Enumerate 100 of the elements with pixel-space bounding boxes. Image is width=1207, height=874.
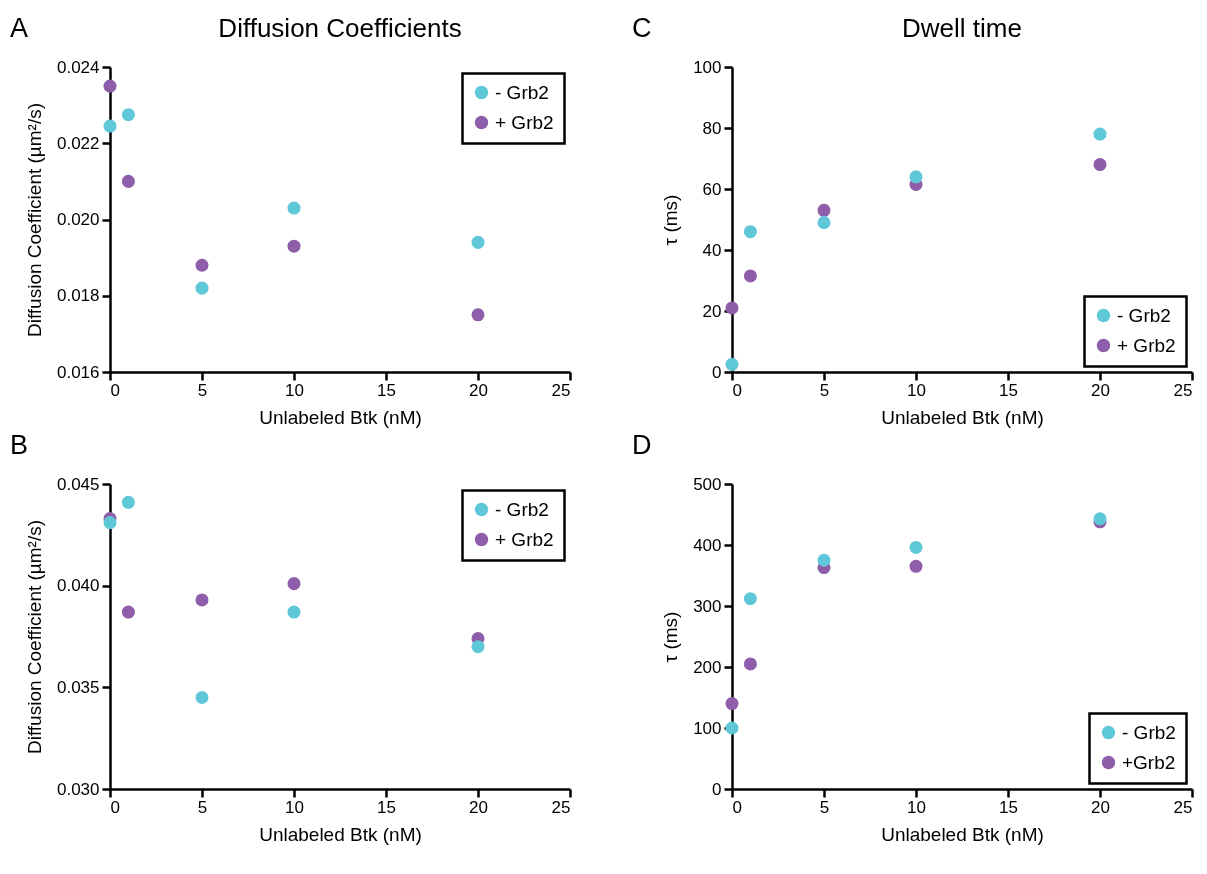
point <box>1093 127 1107 141</box>
x-tick-label: 15 <box>377 380 396 400</box>
y-tick-label: 0.020 <box>56 210 100 229</box>
point <box>287 577 301 591</box>
legend-label: - Grb2 <box>495 498 549 520</box>
legend-label: + Grb2 <box>1117 334 1176 356</box>
x-axis-title: Unlabeled Btk (nM) <box>259 406 422 428</box>
y-axis-title: τ (ms) <box>660 194 682 246</box>
y-tick-label: 0.035 <box>56 677 100 697</box>
x-tick-label: 10 <box>285 380 304 400</box>
point <box>725 697 739 711</box>
x-tick-label: 25 <box>1173 797 1193 817</box>
x-tick-label: 5 <box>197 797 208 817</box>
point <box>121 174 135 188</box>
point <box>743 657 757 671</box>
x-tick-label: 20 <box>1091 380 1110 400</box>
point <box>103 79 117 93</box>
legend-label: +Grb2 <box>1122 751 1176 773</box>
x-tick-label: 0 <box>110 797 120 817</box>
point <box>743 269 757 283</box>
x-tick-label: 25 <box>1173 380 1193 400</box>
x-tick-label: 0 <box>110 380 120 400</box>
y-tick-label: 100 <box>693 718 722 738</box>
y-tick-label: 40 <box>702 240 722 260</box>
legend-label: + Grb2 <box>495 111 554 133</box>
point <box>725 721 739 735</box>
text: B <box>10 430 29 460</box>
y-tick-label: 400 <box>693 535 722 555</box>
x-tick-label: 5 <box>197 380 208 400</box>
point <box>471 308 485 322</box>
point <box>743 225 757 239</box>
point <box>195 258 209 272</box>
text: D <box>632 430 652 460</box>
point <box>121 605 135 619</box>
x-tick-label: 15 <box>999 797 1018 817</box>
point <box>817 553 831 567</box>
y-tick-label: 200 <box>693 657 722 677</box>
point <box>103 516 117 530</box>
point <box>471 640 485 654</box>
y-tick-label: 300 <box>693 596 722 616</box>
point <box>287 201 301 215</box>
point <box>817 203 831 217</box>
y-tick-label: 20 <box>702 301 722 321</box>
x-axis-title: Unlabeled Btk (nM) <box>881 823 1044 845</box>
x-tick-label: 5 <box>819 380 830 400</box>
point <box>103 119 117 133</box>
y-tick-label: 0.022 <box>56 133 100 153</box>
y-axis-title: Diffusion Coefficient (µm²/s) <box>23 519 45 755</box>
y-axis-title: τ (ms) <box>660 611 682 663</box>
y-tick-label: 0.018 <box>56 286 100 306</box>
x-tick-label: 15 <box>999 380 1018 400</box>
x-tick-label: 5 <box>819 797 830 817</box>
legend-label: - Grb2 <box>1117 304 1171 326</box>
legend-label: - Grb2 <box>1122 721 1176 743</box>
y-tick-label: 0.045 <box>56 474 100 494</box>
x-tick-label: 10 <box>907 380 926 400</box>
x-tick-label: 15 <box>377 797 396 817</box>
point <box>195 593 209 607</box>
text: C <box>632 13 652 43</box>
x-tick-label: 10 <box>285 797 304 817</box>
point <box>195 281 209 295</box>
y-tick-label: 0.040 <box>56 576 100 596</box>
point <box>471 235 485 249</box>
y-tick-label: 500 <box>693 474 722 494</box>
y-tick-label: 0.024 <box>56 57 100 77</box>
point <box>121 495 135 509</box>
x-tick-label: 25 <box>551 380 571 400</box>
point <box>195 690 209 705</box>
point <box>1093 158 1107 172</box>
legend-label: + Grb2 <box>495 528 554 550</box>
y-tick-label: 60 <box>702 179 722 199</box>
x-tick-label: 20 <box>469 797 488 817</box>
point <box>121 108 135 122</box>
point <box>817 216 831 230</box>
x-tick-label: 0 <box>732 380 742 400</box>
point <box>287 239 301 253</box>
point <box>909 170 923 184</box>
y-tick-label: 0.030 <box>56 779 100 799</box>
text: A <box>10 13 29 43</box>
chart-title: Dwell time <box>902 13 1022 43</box>
point <box>909 559 923 573</box>
x-tick-label: 25 <box>551 797 571 817</box>
x-tick-label: 10 <box>907 797 926 817</box>
legend-label: - Grb2 <box>495 81 549 103</box>
x-axis-title: Unlabeled Btk (nM) <box>881 406 1044 428</box>
point <box>743 592 757 606</box>
chart-title: Diffusion Coefficients <box>218 13 462 43</box>
point <box>725 301 739 315</box>
x-tick-label: 20 <box>1091 797 1110 817</box>
y-tick-label: 0 <box>712 362 722 382</box>
x-tick-label: 20 <box>469 380 488 400</box>
y-tick-label: 0.016 <box>56 362 100 382</box>
y-axis-title: Diffusion Coefficient (µm²/s) <box>23 102 45 338</box>
x-axis-title: Unlabeled Btk (nM) <box>259 823 422 845</box>
point <box>909 540 923 554</box>
y-tick-label: 100 <box>693 57 722 77</box>
x-tick-label: 0 <box>732 797 742 817</box>
y-tick-label: 0 <box>712 779 722 799</box>
point <box>287 605 301 619</box>
y-tick-label: 80 <box>702 118 722 138</box>
